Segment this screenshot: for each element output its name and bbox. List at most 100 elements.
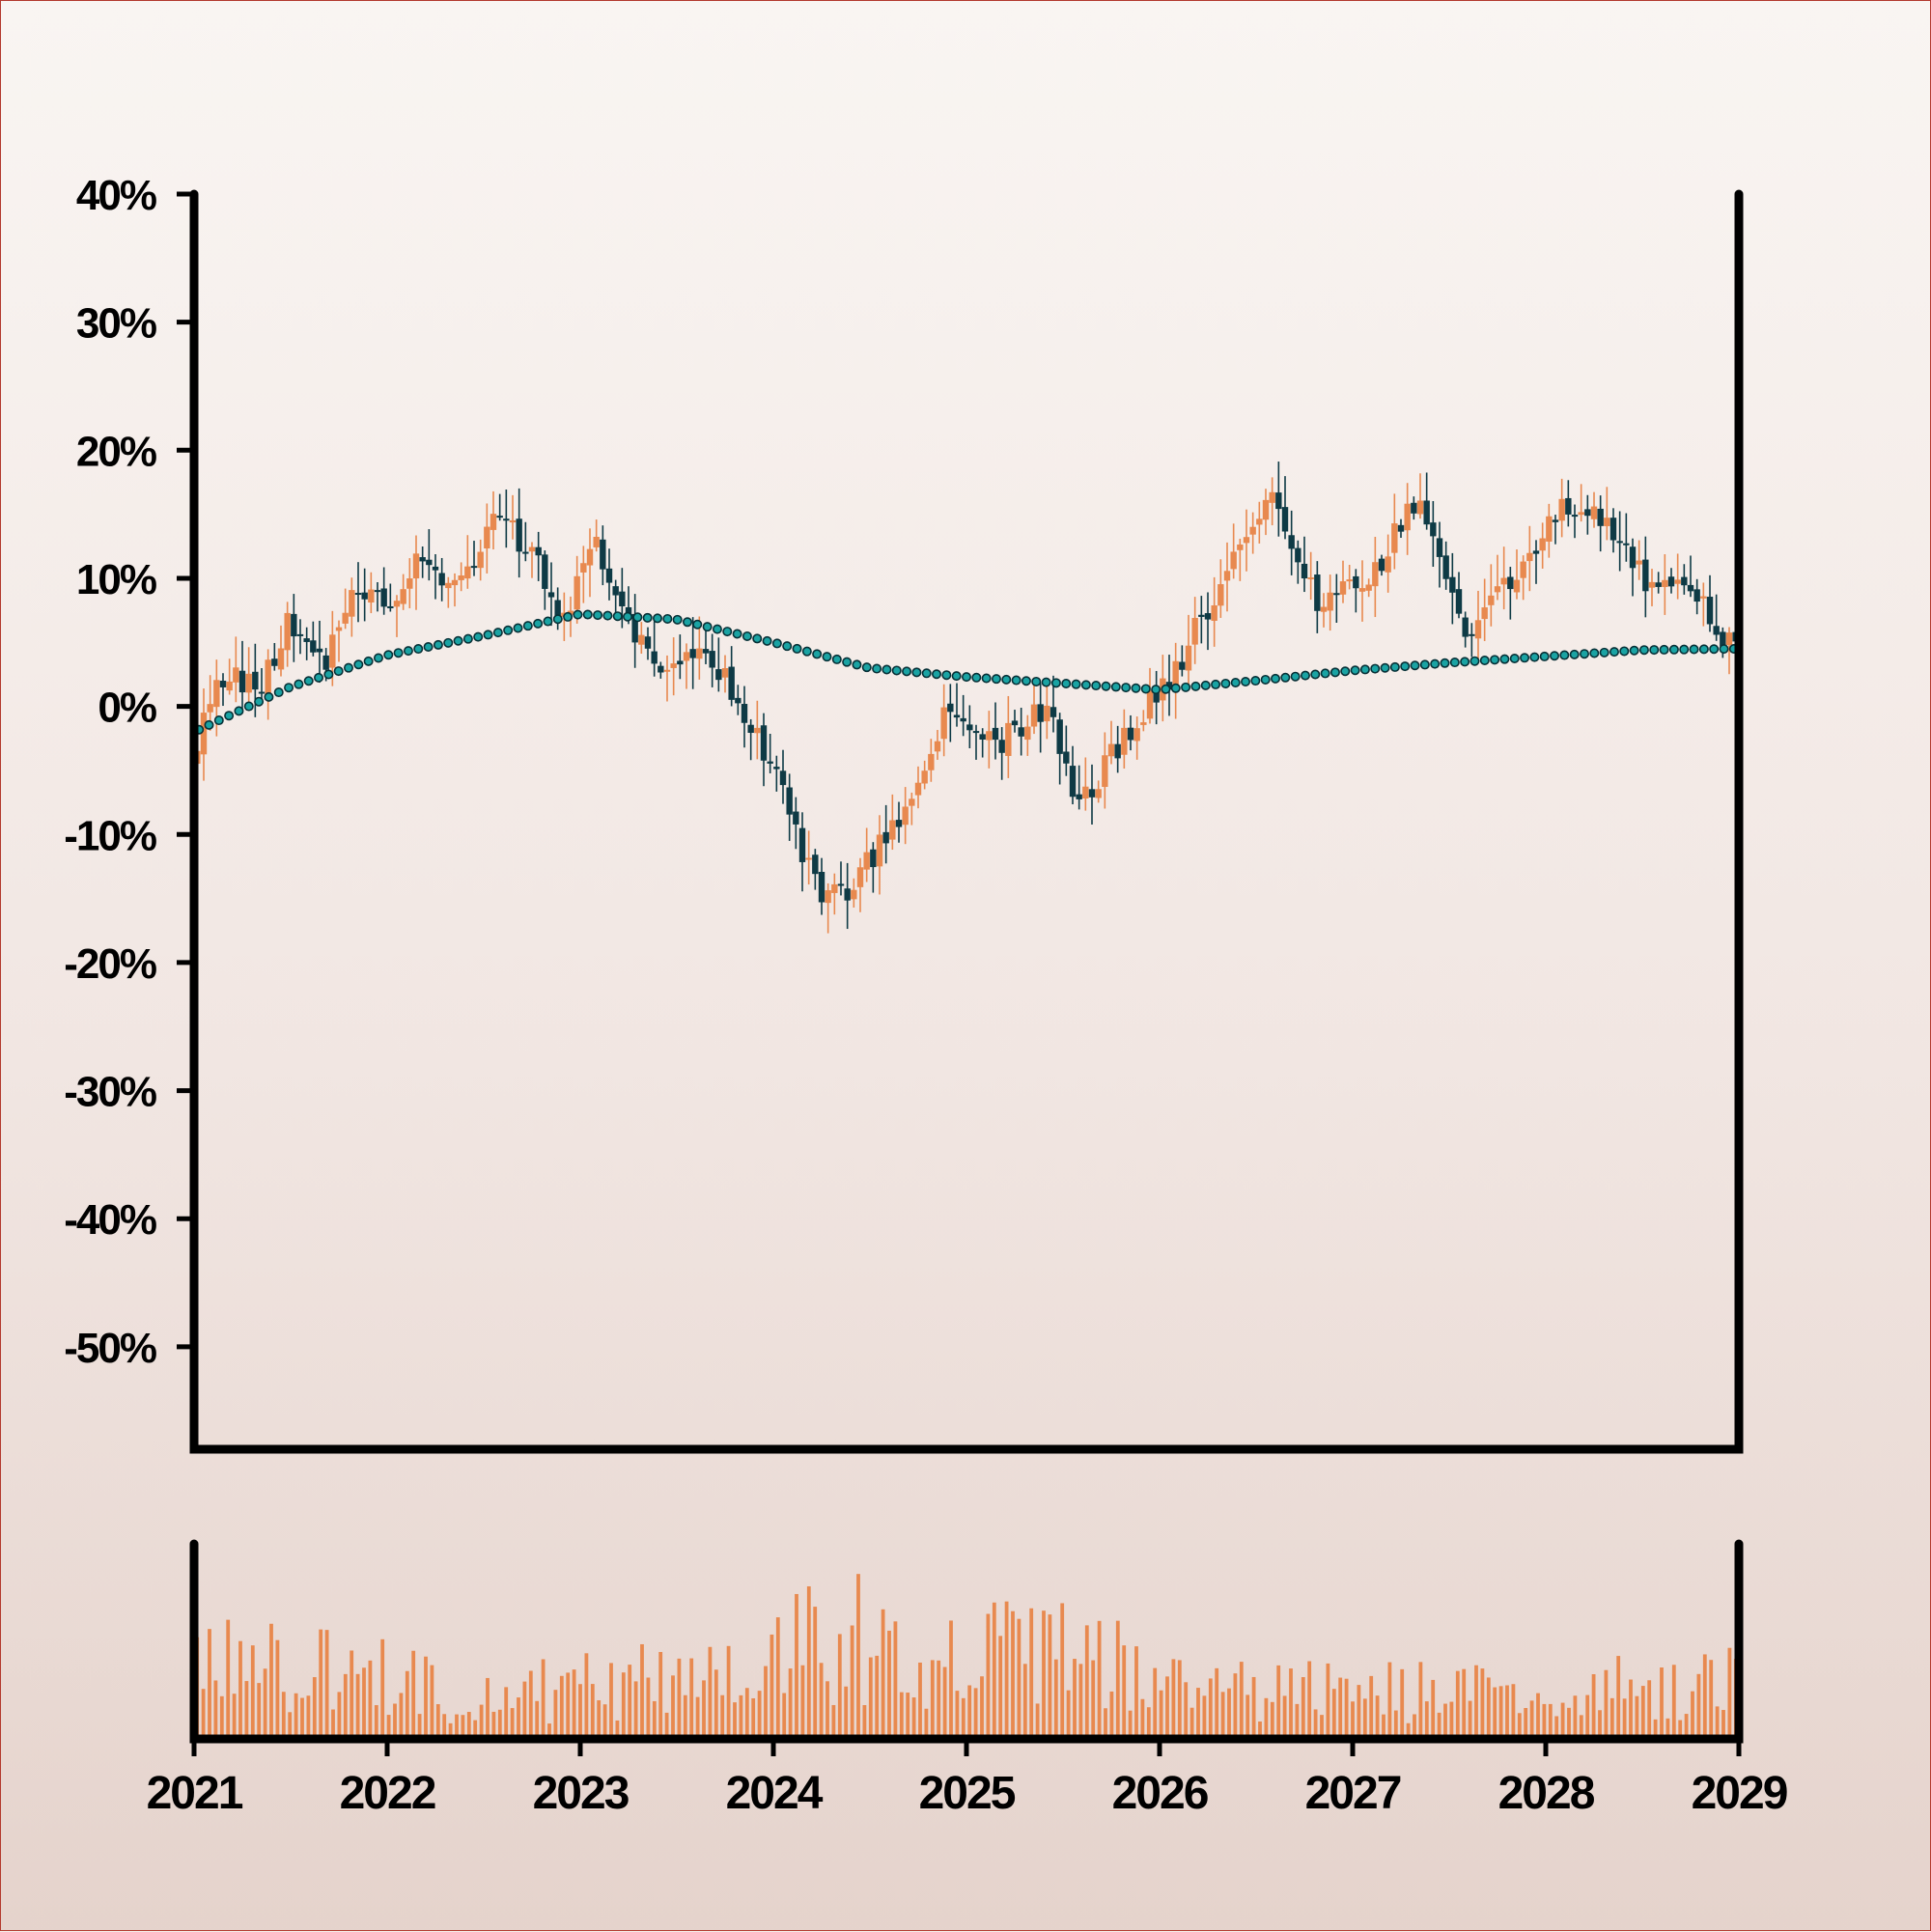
volume-bar: [1357, 1685, 1361, 1739]
volume-bar: [294, 1693, 298, 1739]
volume-bar: [1684, 1714, 1689, 1739]
candle: [1121, 709, 1128, 770]
candle: [1275, 462, 1282, 537]
candle-body: [1500, 577, 1507, 585]
candle: [470, 541, 478, 576]
volume-bar: [695, 1696, 700, 1739]
volume-bar: [1053, 1659, 1058, 1739]
volume-bar: [739, 1694, 743, 1739]
candle: [1346, 565, 1353, 590]
candle-body: [374, 590, 381, 593]
volume-bar: [368, 1660, 373, 1739]
moving-average-point: [323, 669, 334, 680]
volume-bar: [1635, 1695, 1639, 1739]
candle: [1423, 472, 1430, 530]
candle-body: [547, 592, 555, 598]
moving-average-point: [503, 625, 514, 635]
volume-bar: [1073, 1659, 1077, 1739]
candle: [1327, 574, 1333, 631]
candle: [934, 730, 941, 760]
candle-body: [921, 770, 928, 784]
volume-bar: [281, 1692, 286, 1739]
candle-body: [284, 612, 291, 651]
candle-body: [658, 665, 664, 673]
moving-average-point: [1121, 683, 1132, 693]
volume-bar: [770, 1634, 774, 1739]
candle: [1455, 572, 1463, 619]
candle-body: [554, 600, 561, 617]
candle-body: [1146, 690, 1154, 719]
candle-body: [406, 578, 413, 589]
moving-average-point: [1110, 682, 1121, 692]
moving-average-point: [1698, 644, 1709, 655]
volume-bar: [355, 1673, 360, 1739]
candle: [1011, 710, 1019, 733]
volume-bar: [1418, 1662, 1423, 1739]
moving-average-point: [1011, 675, 1021, 686]
moving-average-point: [1668, 644, 1679, 655]
candle-body: [400, 589, 406, 604]
moving-average-point: [1320, 668, 1330, 679]
candle-body: [612, 586, 619, 596]
volume-bar: [1048, 1614, 1052, 1739]
candle-body: [271, 658, 278, 666]
candle: [1539, 522, 1546, 569]
candle-body: [213, 680, 220, 708]
volume-bar: [887, 1630, 891, 1739]
candle: [490, 490, 497, 550]
moving-average-point: [1529, 652, 1540, 662]
candle: [914, 766, 922, 809]
volume-bar: [924, 1708, 929, 1739]
volume-bar: [386, 1715, 391, 1739]
candle: [1597, 495, 1604, 552]
candle: [1552, 515, 1559, 545]
candle: [1127, 714, 1134, 751]
moving-average-point: [1520, 653, 1530, 663]
volume-bar: [578, 1684, 582, 1739]
y-tick-label: -20%: [64, 940, 156, 988]
volume-bar: [967, 1685, 972, 1739]
candle: [451, 573, 459, 607]
candle: [1365, 578, 1372, 598]
volume-bar: [775, 1617, 780, 1739]
candle-body: [1063, 751, 1070, 764]
moving-average-point: [1021, 676, 1031, 686]
candle-body: [986, 731, 993, 741]
volume-bar: [250, 1645, 255, 1739]
candle-body: [1416, 500, 1424, 515]
volume-bar: [1134, 1646, 1138, 1739]
moving-average-point: [752, 633, 763, 644]
volume-bar: [522, 1681, 527, 1739]
moving-average-point: [573, 609, 583, 620]
volume-bar: [528, 1670, 533, 1739]
candle-body: [1372, 562, 1379, 587]
volume-bar: [312, 1677, 317, 1739]
candle-body: [831, 883, 838, 893]
candle: [747, 718, 754, 761]
volume-bar: [744, 1688, 749, 1739]
candle-body: [1584, 509, 1591, 517]
volume-bar: [937, 1660, 941, 1739]
volume-bar: [986, 1613, 991, 1739]
moving-average-point: [1719, 644, 1729, 655]
candle: [831, 873, 838, 915]
volume-bar: [1604, 1669, 1609, 1739]
moving-average-point: [1061, 679, 1072, 689]
moving-average-point: [1241, 677, 1251, 687]
candle-body: [1191, 617, 1198, 645]
volume-bar: [1480, 1668, 1485, 1739]
candle-body: [1230, 551, 1237, 570]
candle: [1494, 554, 1501, 601]
moving-average-point: [1638, 645, 1649, 656]
candle-body: [786, 787, 793, 815]
moving-average-point: [1440, 658, 1450, 668]
candle: [477, 539, 484, 581]
candle-body: [947, 703, 954, 713]
volume-bar: [1671, 1665, 1676, 1739]
moving-average-point: [462, 633, 473, 644]
volume-bar: [1165, 1676, 1169, 1739]
candle: [580, 546, 587, 603]
candle-body: [805, 857, 812, 860]
moving-average-point: [1161, 684, 1171, 694]
volume-bar: [1696, 1673, 1701, 1739]
